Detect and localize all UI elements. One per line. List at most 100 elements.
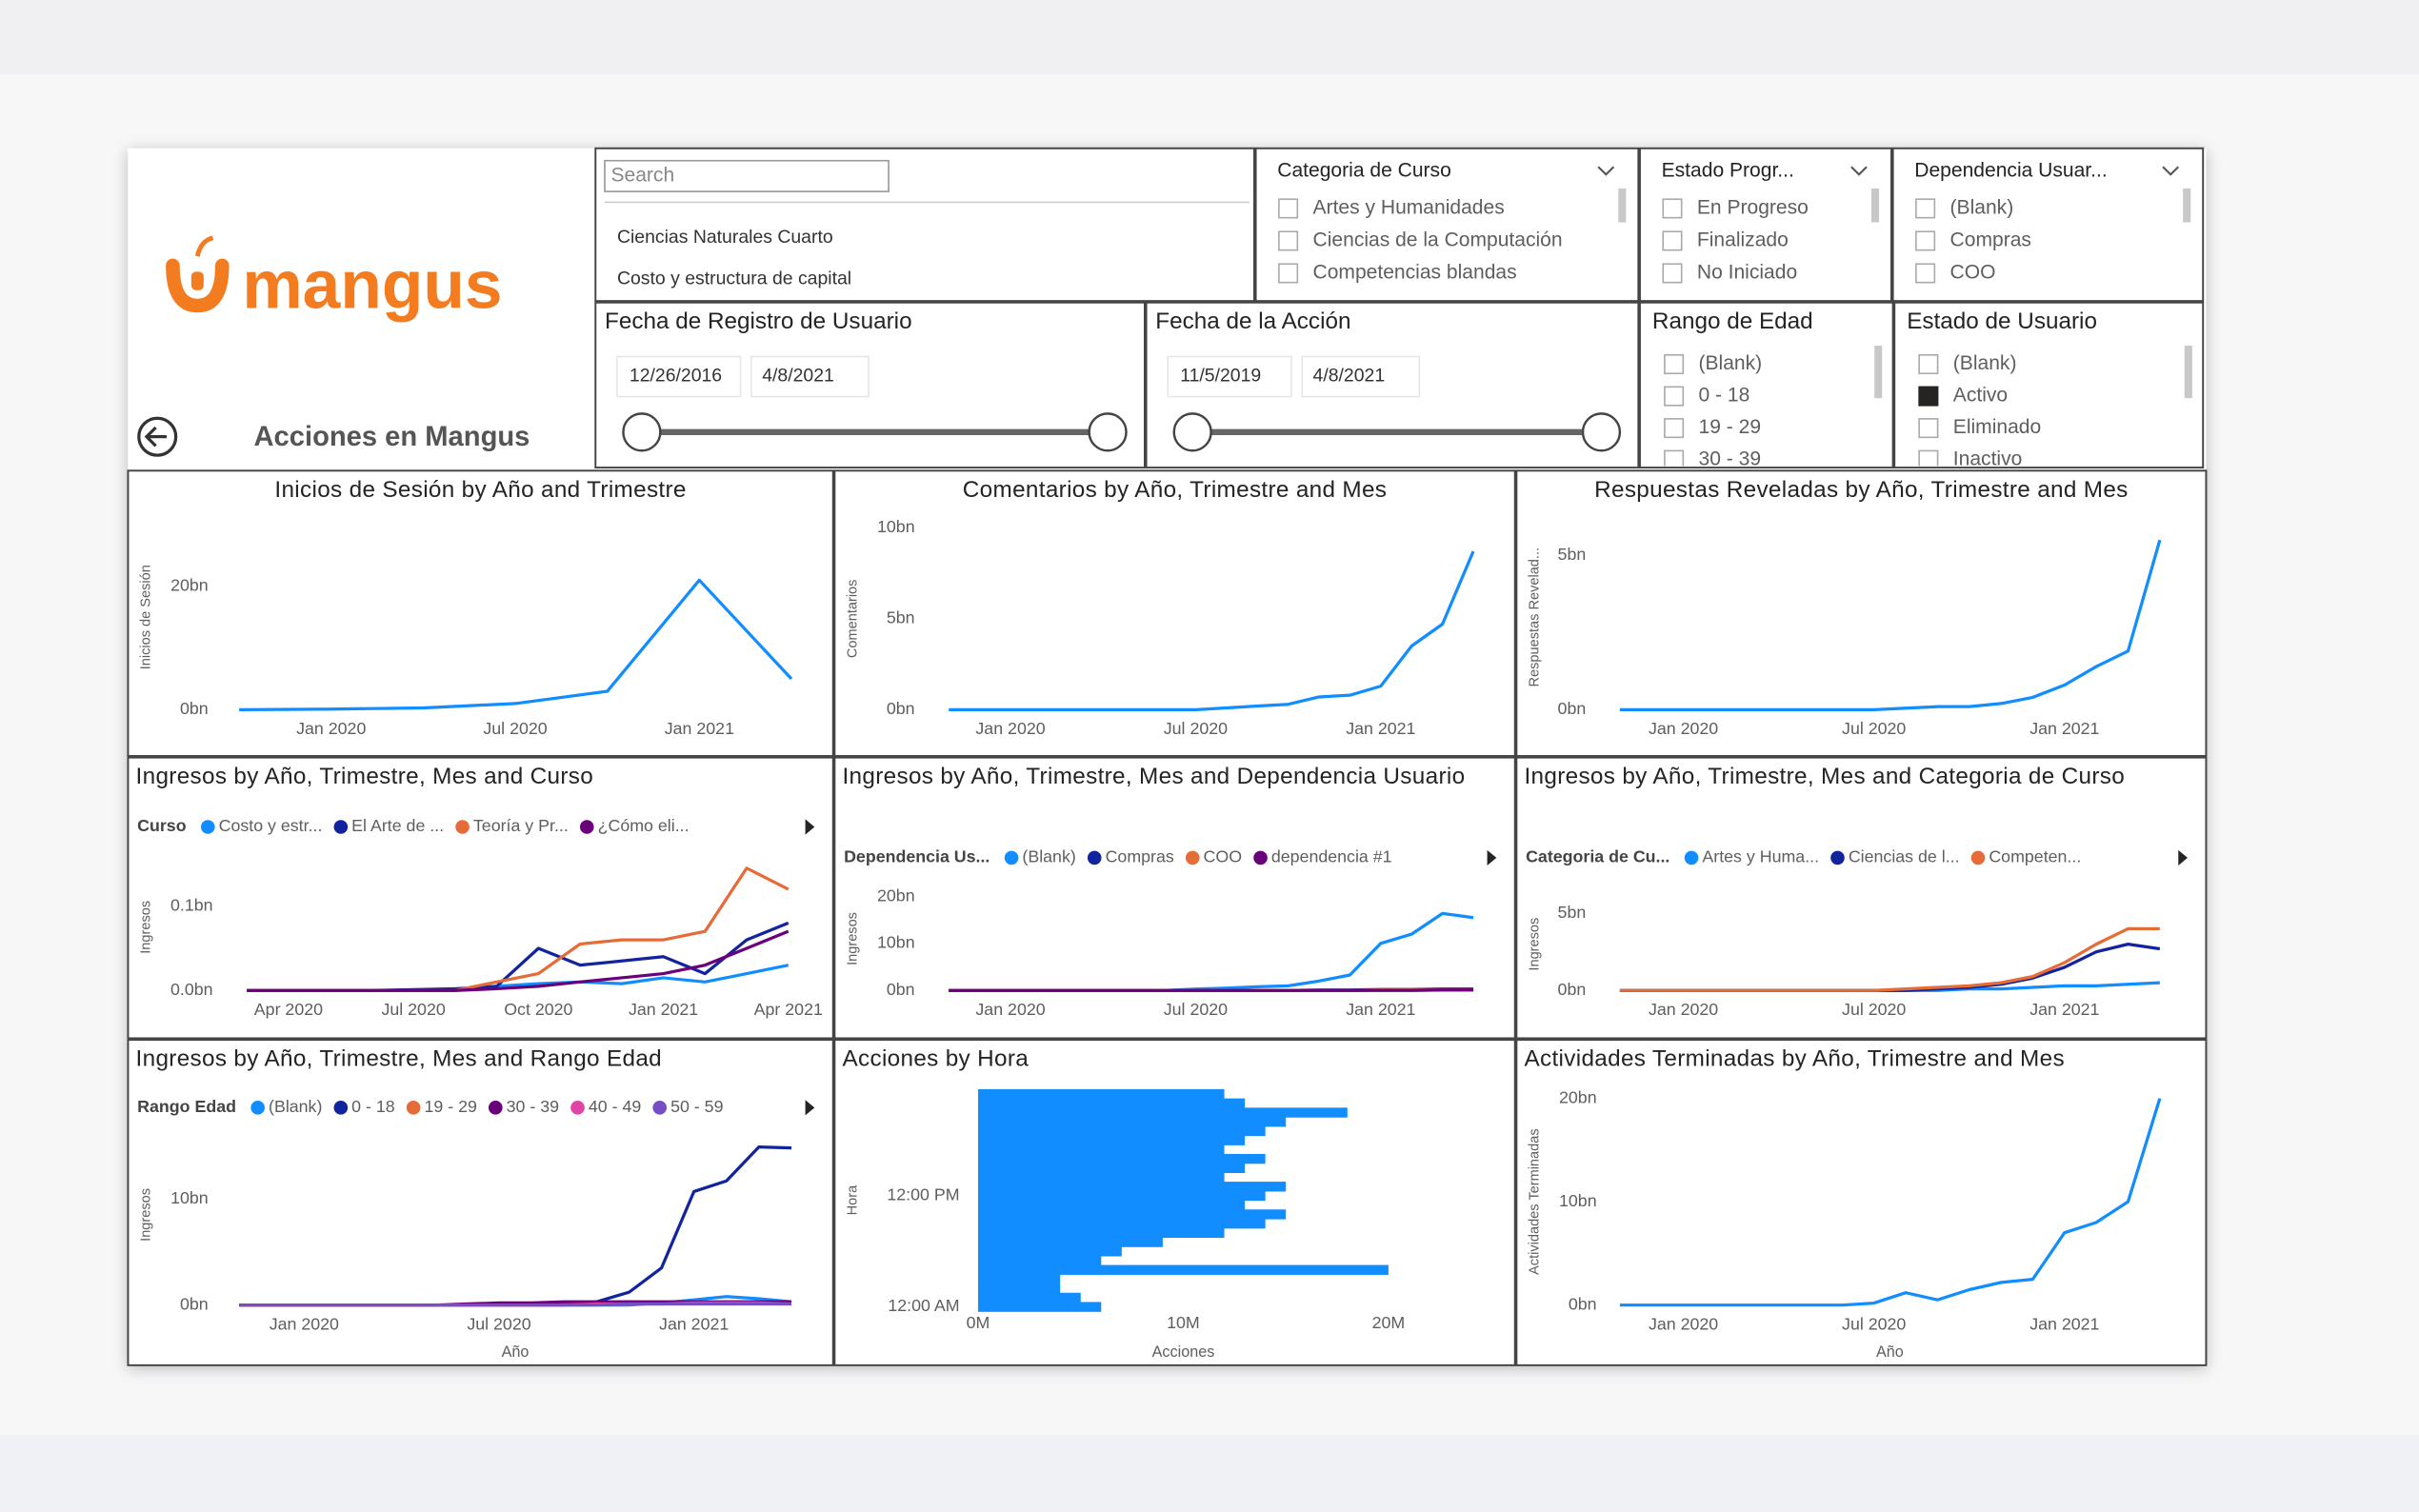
slider-handle[interactable] [622, 412, 662, 452]
legend-swatch [455, 820, 470, 834]
x-tick-label: Jan 2021 [665, 719, 734, 738]
slider-handle[interactable] [1172, 412, 1212, 452]
checkbox[interactable] [1915, 230, 1936, 251]
page-title: Acciones en Mangus [254, 422, 530, 452]
slicer-item: Ciencias de la Computación [1313, 229, 1563, 251]
x-tick-label: Jul 2020 [1842, 719, 1906, 738]
x-tick-label: Jan 2020 [1649, 719, 1718, 738]
chart-panel [127, 756, 834, 1040]
chart-title-box: Actividades Terminadas by Año, Trimestre… [1524, 1046, 2064, 1073]
scrollbar [1870, 188, 1880, 223]
y-tick-label: 5bn [1558, 545, 1587, 564]
checkbox[interactable] [1662, 263, 1683, 284]
checkbox[interactable] [1662, 230, 1683, 251]
checkbox[interactable] [1664, 354, 1685, 375]
x-tick-label: Jul 2020 [1164, 1000, 1228, 1019]
y-tick-label: 10bn [877, 933, 915, 952]
x-tick-label: Jul 2020 [1842, 1314, 1906, 1333]
checkbox[interactable] [1664, 449, 1685, 468]
legend-label: 50 - 59 [670, 1097, 724, 1116]
legend-next[interactable] [2178, 849, 2189, 866]
series-line [239, 1302, 792, 1307]
slicer-items: (Blank) Activo Eliminado Inactivo [1918, 352, 2041, 468]
legend-next[interactable] [1487, 849, 1497, 866]
logo-text: mangus [242, 248, 502, 324]
series-line [949, 550, 1475, 712]
bar [978, 1172, 1225, 1183]
chart-title-box: Respuestas Reveladas by Año, Trimestre a… [1594, 477, 2128, 504]
date-input[interactable] [1301, 355, 1421, 398]
legend-next[interactable] [805, 819, 815, 835]
y-tick-label: 5bn [1558, 903, 1587, 922]
slider-handle[interactable] [1088, 412, 1128, 452]
checkbox[interactable] [1915, 198, 1936, 219]
checkbox[interactable] [1915, 263, 1936, 284]
series-line [1619, 926, 2160, 992]
slicer-title: Fecha de la Acción [1155, 308, 1350, 334]
search-item: Ciencias Naturales Cuarto [617, 227, 833, 248]
slicer-item: Artes y Humanidades [1313, 196, 1505, 218]
chart-title: Acciones by Hora [842, 1045, 1030, 1073]
legend-swatch [406, 1101, 421, 1115]
checkbox[interactable] [1278, 263, 1299, 284]
y-axis-title: Actividades Terminadas [1528, 1128, 1543, 1275]
chart-title-box: Inicios de Sesión by Año and Trimestre [274, 477, 686, 504]
y-tick-label: 10bn [1559, 1191, 1597, 1210]
checkbox[interactable] [1918, 386, 1939, 407]
slicer-item: COO [1950, 262, 1996, 284]
x-tick-label: 0M [967, 1313, 990, 1332]
slicer-item: (Blank) [1699, 352, 1763, 374]
x-tick-label: Jul 2020 [1164, 719, 1228, 738]
series-line [239, 578, 793, 712]
checkbox[interactable] [1918, 418, 1939, 439]
y-axis-title: Inicios de Sesión [139, 565, 154, 669]
checkbox[interactable] [1918, 449, 1939, 468]
checkbox[interactable] [1278, 198, 1299, 219]
legend-swatch [1087, 850, 1102, 865]
bar [978, 1218, 1266, 1229]
y-tick-label: 0bn [1558, 699, 1587, 718]
back-button[interactable] [137, 416, 178, 457]
checkbox[interactable] [1662, 198, 1683, 219]
x-tick-label: 10M [1167, 1313, 1200, 1332]
bar [978, 1292, 1081, 1303]
x-axis-title: Acciones [1152, 1343, 1215, 1361]
bar [978, 1163, 1246, 1174]
x-axis-title: Año [1876, 1343, 1904, 1361]
date-input[interactable] [750, 355, 870, 398]
bar [978, 1274, 1061, 1284]
chart-title-box: Comentarios by Año, Trimestre and Mes [963, 477, 1387, 504]
series-line [247, 929, 790, 992]
chart-title-box: Ingresos by Año, Trimestre, Mes and Cate… [1524, 764, 2124, 790]
back-arrow [144, 426, 167, 448]
legend-title: Dependencia Us... [844, 847, 990, 866]
chart-panel [127, 1039, 834, 1366]
x-tick-label: Jan 2021 [2029, 1000, 2099, 1019]
date-input[interactable] [616, 355, 742, 398]
legend-title: Categoria de Cu... [1526, 847, 1669, 866]
legend-label: (Blank) [269, 1097, 322, 1116]
search-box[interactable] [604, 159, 890, 192]
bar [978, 1237, 1163, 1247]
y-tick-label: 12:00 PM [887, 1184, 959, 1204]
checkbox[interactable] [1278, 230, 1299, 251]
checkbox[interactable] [1918, 354, 1939, 375]
bar [978, 1264, 1389, 1275]
series-line [1619, 539, 2162, 712]
bar [978, 1153, 1266, 1164]
scrollbar [1874, 346, 1883, 399]
slider-handle[interactable] [1581, 412, 1622, 452]
legend-swatch [1970, 850, 1986, 865]
x-tick-label: Jan 2020 [270, 1314, 339, 1333]
checkbox[interactable] [1664, 386, 1685, 407]
search-item: Costo y estructura de capital [617, 269, 851, 289]
slicer-item: (Blank) [1953, 352, 2017, 374]
checkbox[interactable] [1664, 418, 1685, 439]
x-tick-label: Jan 2020 [296, 719, 366, 738]
legend-next[interactable] [805, 1100, 815, 1116]
legend-label: Costo y estr... [219, 816, 323, 835]
date-input[interactable] [1167, 355, 1292, 398]
dropdown-chevron [1597, 166, 1615, 176]
x-tick-label: Jan 2021 [629, 1000, 698, 1019]
search-placeholder: Search [610, 164, 674, 186]
